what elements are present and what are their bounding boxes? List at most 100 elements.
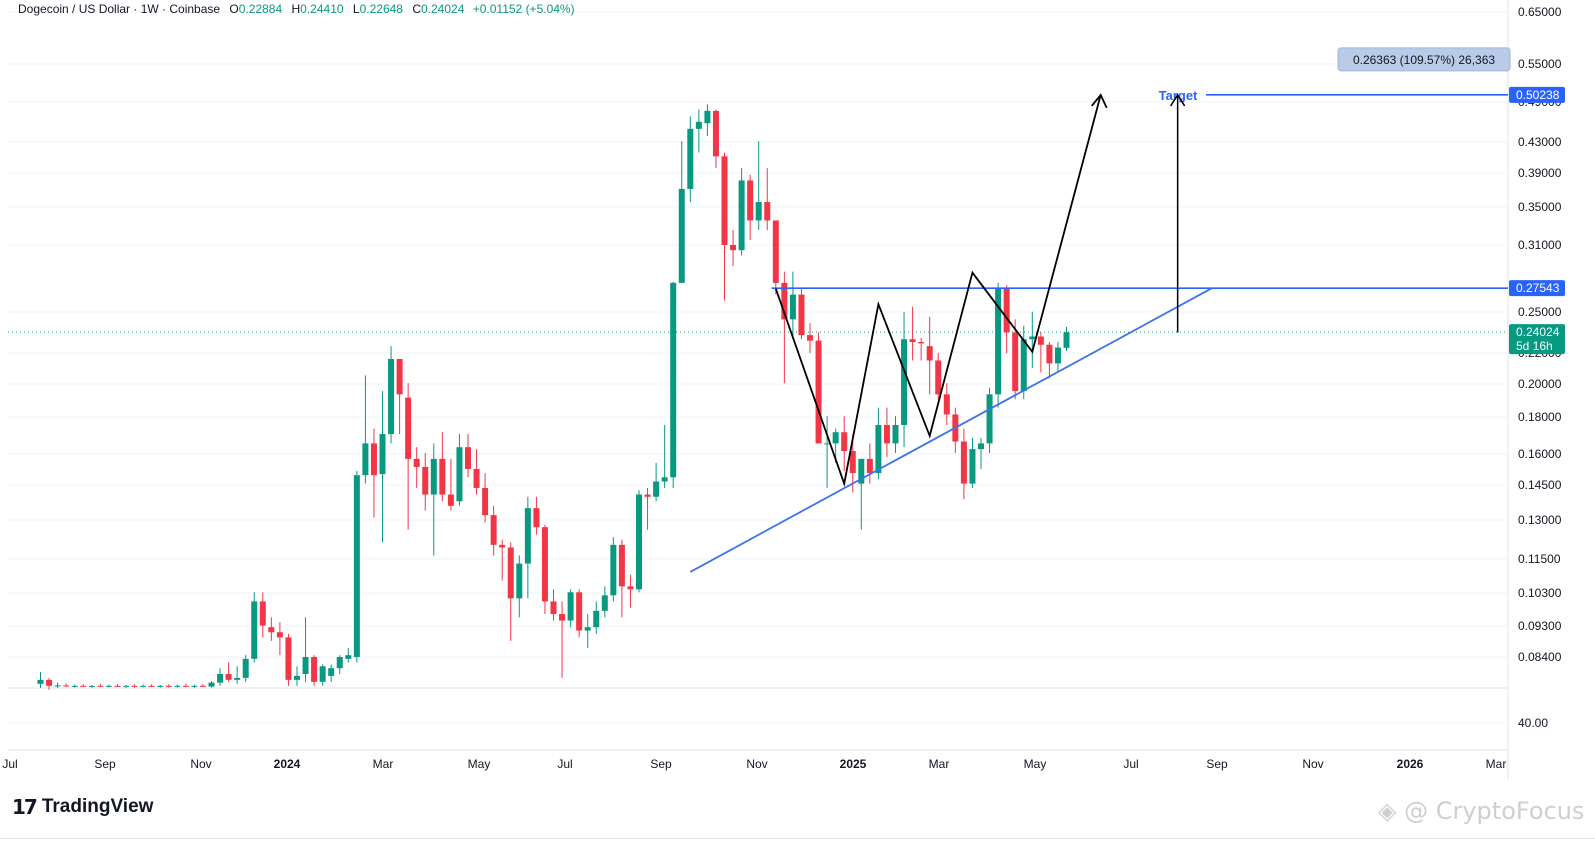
candle [80, 684, 87, 688]
grid-lines [8, 0, 1509, 780]
price-axis[interactable]: 0.650000.550000.490000.430000.390000.350… [1509, 5, 1565, 730]
candle [678, 141, 685, 283]
candle-body [396, 358, 403, 395]
tradingview-logo[interactable]: 17 TradingView [12, 795, 153, 819]
candle [747, 174, 754, 240]
candle-body [123, 685, 129, 687]
time-tick-label: 2025 [840, 757, 867, 771]
candle [182, 683, 189, 688]
candle-body [978, 443, 984, 450]
candle-body [943, 394, 950, 415]
candle [1012, 319, 1019, 400]
candle-body [1046, 344, 1053, 364]
candle-body [636, 494, 642, 590]
candle [730, 230, 737, 267]
time-tick-label: 2024 [274, 757, 301, 771]
candle-body [319, 666, 326, 682]
candle-body [157, 685, 164, 687]
candle [148, 684, 155, 688]
price-tick-label: 0.18000 [1518, 410, 1562, 424]
candle [772, 220, 779, 295]
price-line-label: 0.27543 [1516, 281, 1560, 295]
candle-body [430, 458, 437, 495]
candle [413, 447, 420, 488]
time-tick-label: Sep [94, 757, 116, 771]
candle [1020, 325, 1027, 400]
candle [1063, 327, 1070, 352]
candle-body [687, 128, 694, 189]
candle-body [524, 508, 531, 564]
candle [712, 109, 719, 169]
candle-body [738, 180, 745, 251]
candle-body [986, 394, 993, 444]
candle [199, 684, 206, 688]
candle [584, 614, 591, 648]
candle-body [559, 614, 566, 621]
candle [430, 443, 437, 556]
candle-body [661, 477, 668, 482]
symbol-name: Dogecoin / US Dollar · 1W · Coinbase [18, 2, 221, 16]
candle-body [208, 682, 215, 687]
candle [892, 416, 899, 453]
change-value: +0.01152 (+5.04%) [472, 2, 575, 16]
candle [935, 353, 942, 400]
candle [926, 316, 933, 395]
candle-body [764, 202, 771, 221]
candle-body [789, 294, 796, 320]
candle-body [311, 657, 318, 682]
candle-body [824, 443, 831, 445]
candle [482, 473, 489, 523]
candle-body [328, 668, 335, 676]
candle-body [969, 449, 976, 484]
candle [781, 271, 788, 384]
candle [259, 592, 266, 638]
time-tick-label: 2026 [1397, 757, 1424, 771]
candle-body [285, 637, 292, 680]
candle [995, 282, 1002, 408]
time-tick-label: Nov [1302, 757, 1323, 771]
time-tick-label: Mar [929, 757, 950, 771]
candle [388, 346, 395, 444]
candle-body [217, 673, 224, 683]
time-axis[interactable]: Jul Sep Nov 2024 Mar May Jul Sep Nov 2025 Mar May Ju… [2, 757, 1506, 771]
candle-body [926, 346, 933, 361]
candle-body [174, 685, 181, 687]
candle-body [499, 544, 506, 548]
time-tick-label: Sep [1206, 757, 1228, 771]
candle [507, 542, 514, 641]
candle-body [225, 673, 232, 680]
candle [97, 683, 104, 688]
candle-body [678, 188, 685, 283]
candle-body [593, 610, 600, 628]
low-label: L [352, 2, 360, 16]
candle-body [909, 339, 916, 342]
time-tick-label: Mar [373, 757, 394, 771]
candle [294, 666, 300, 686]
price-tick-label: 0.25000 [1518, 305, 1562, 319]
candle [824, 416, 831, 488]
candle-body [550, 601, 557, 615]
price-line-label-bg [1509, 86, 1565, 103]
candle-body [815, 340, 822, 444]
candle [123, 685, 129, 688]
time-tick-label: Mar [1486, 757, 1507, 771]
candle-body [721, 156, 728, 245]
candle-body [918, 341, 925, 344]
last-price-label-bg [1509, 324, 1565, 355]
candle-body [841, 432, 848, 452]
candle [276, 622, 283, 656]
symbol-legend[interactable]: Dogecoin / US Dollar · 1W · Coinbase O0.… [18, 2, 575, 16]
price-tick-label: 0.39000 [1518, 166, 1562, 180]
candle-body [772, 220, 779, 283]
candle-body [832, 432, 839, 444]
candle [789, 271, 796, 340]
candle-body [482, 487, 489, 516]
candle-body [276, 632, 283, 638]
candle-body [875, 424, 882, 474]
price-tick-label: 0.55000 [1518, 57, 1562, 71]
candle-body [1037, 336, 1044, 345]
projection-path [774, 94, 1102, 488]
candle [858, 458, 865, 530]
candle [798, 288, 805, 340]
